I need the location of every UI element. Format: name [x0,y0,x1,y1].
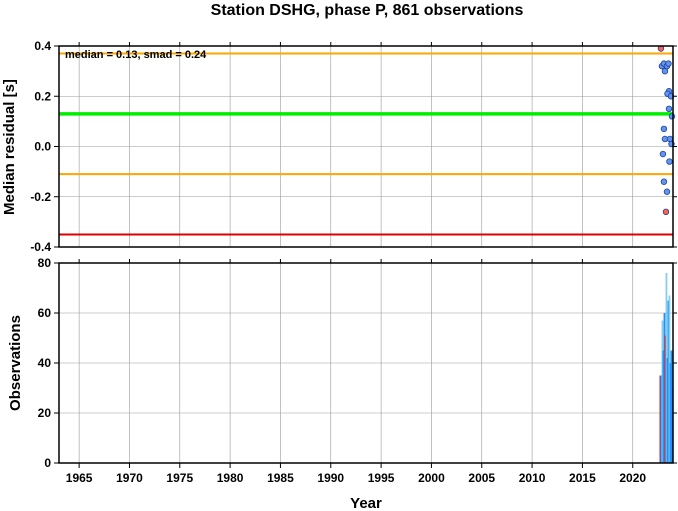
residual-y-tick-label: -0.4 [30,240,51,254]
observation-bars [659,273,674,463]
observations-panel: 0 20 40 60 80 1965 1970 1975 1980 1985 1990 1995 20… [7,42,677,485]
observation-bar [667,300,670,463]
observations-y-ticks: 0 20 40 60 80 [38,256,677,470]
reference-lines [59,52,673,236]
residual-point [660,178,668,185]
residual-point [662,208,670,216]
residual-points [657,45,676,216]
observation-bar [660,375,663,463]
residual-panel: 0.4 0.2 0.0 -0.2 -0.4 median = 0.13, smad = … [1,39,677,254]
observation-bar [665,273,668,463]
residual-y-tick-label: 0.0 [34,140,51,154]
observations-y-tick-label: 0 [44,456,51,470]
observation-bar [659,375,662,463]
residual-y-tick-label: -0.2 [30,190,51,204]
residual-point [665,60,672,67]
observation-bar [662,350,665,463]
residual-point [666,158,673,165]
x-tick-label: 1990 [317,471,344,485]
observations-y-axis-label: Observations [7,315,24,411]
residual-point [660,125,668,133]
observation-bar [664,335,667,463]
x-tick-label: 1965 [66,471,93,485]
x-tick-label: 2010 [519,471,546,485]
x-tick-label: 1975 [166,471,193,485]
observation-bar [661,320,664,463]
x-tick-label: 1995 [368,471,395,485]
x-tick-label: 2000 [418,471,445,485]
x-tick-label: 2015 [569,471,596,485]
residual-point [663,188,671,195]
observations-y-tick-label: 80 [38,256,52,270]
observation-bar [670,350,673,463]
residual-grid [59,45,673,248]
residual-point [665,105,673,113]
residual-point [659,150,667,158]
observations-grid [59,262,673,464]
observation-bar [669,363,672,463]
x-axis-label: Year [350,495,382,511]
observation-bar [663,313,666,463]
x-tick-label: 1980 [217,471,244,485]
x-tick-label: 2020 [619,471,646,485]
observations-y-tick-label: 20 [38,406,52,420]
observation-bar [668,295,671,463]
residual-y-tick-label: 0.4 [34,39,51,53]
x-tick-label: 1985 [267,471,294,485]
residual-y-axis-label: Median residual [s] [1,79,18,215]
x-ticks: 1965 1970 1975 1980 1985 1990 1995 2000 2005 2010… [66,42,646,485]
residual-y-ticks: 0.4 0.2 0.0 -0.2 -0.4 [30,39,677,254]
x-tick-label: 1970 [116,471,143,485]
observation-bar [666,358,669,463]
x-tick-label: 2005 [468,471,495,485]
observations-y-tick-label: 60 [38,306,52,320]
residual-point [668,113,676,120]
residual-y-tick-label: 0.2 [34,89,51,103]
observations-y-tick-label: 40 [38,356,52,370]
median-smad-annotation: median = 0.13, smad = 0.24 [65,49,207,61]
chart-title: Station DSHG, phase P, 861 observations [211,2,524,19]
